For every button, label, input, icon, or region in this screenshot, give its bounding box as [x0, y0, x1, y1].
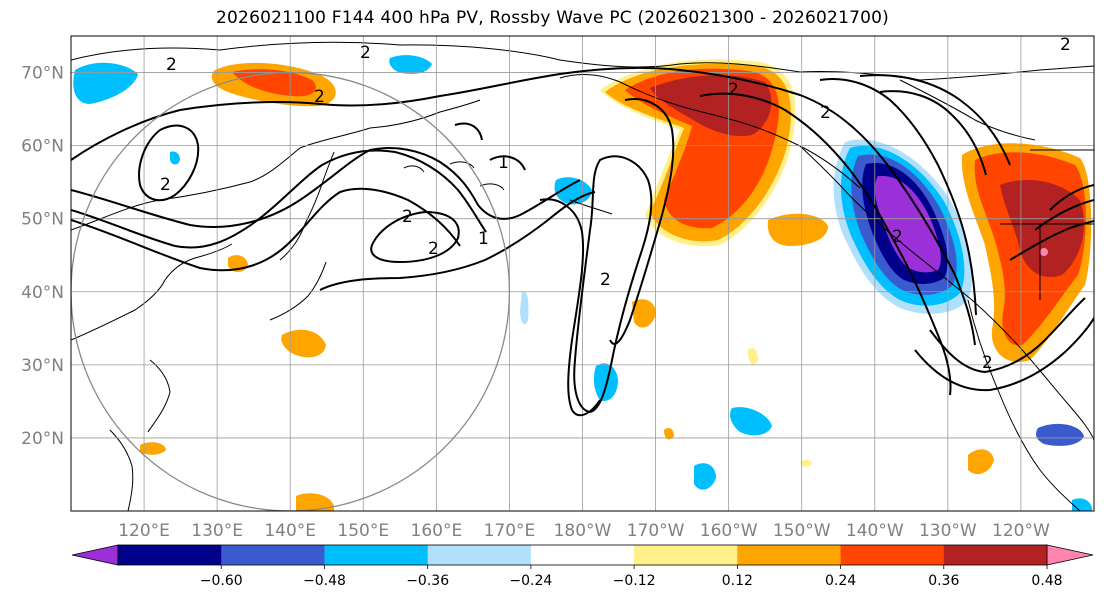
colorbar-segment: [221, 545, 325, 565]
colorbar-tick-label: 0.48: [1031, 573, 1062, 589]
colorbar-outline: [117, 544, 1048, 566]
positive-anomaly-central-pacific: [632, 299, 656, 328]
colorbar-segment: [427, 545, 532, 565]
latitude-tick-label: 20°N: [21, 429, 64, 449]
longitude-tick-label: 140°W: [846, 521, 904, 541]
colorbar-tick-label: −0.60: [200, 573, 243, 589]
longitude-tick-label: 150°E: [337, 521, 389, 541]
negative-anomaly-hawaii: [730, 407, 772, 436]
latitude-tick-label: 50°N: [21, 210, 64, 230]
colorbar-segment: [634, 545, 738, 565]
latitude-tick-label: 70°N: [21, 64, 64, 84]
colorbar-segment: [943, 545, 1048, 565]
longitude-tick-label: 130°W: [919, 521, 977, 541]
contour-label: 2: [314, 87, 325, 107]
contour-label: 1: [498, 153, 509, 173]
negative-anomaly-arctic-east: [389, 55, 432, 74]
longitude-tick-label: 120°W: [992, 521, 1050, 541]
negative-anomaly-south1: [694, 463, 716, 490]
positive-anomaly-bering-max: [650, 75, 772, 137]
negative-anomaly-gulf-alaska-min: [875, 175, 941, 273]
colorbar-segment: [737, 545, 842, 565]
positive-anomaly-westcoast-peak: [1040, 248, 1048, 256]
longitude-labels: 120°E 130°E 140°E 150°E 160°E 170°E 180°W 170°W…: [118, 521, 1050, 541]
longitude-tick-label: 140°E: [264, 521, 316, 541]
colorbar-tick-label: 0.12: [722, 573, 753, 589]
longitude-tick-label: 150°W: [773, 521, 831, 541]
contour-label: 2: [1060, 35, 1071, 55]
positive-anomaly-japan: [281, 329, 326, 358]
contour-label: 2: [360, 43, 371, 63]
colorbar-segment: [530, 545, 635, 565]
contour-label: 2: [166, 55, 177, 75]
contour-label: 1: [478, 229, 489, 249]
contour-label: 2: [892, 227, 903, 247]
colorbar-tick-label: 0.24: [825, 573, 856, 589]
longitude-tick-label: 170°W: [627, 521, 685, 541]
contour-label: 2: [820, 103, 831, 123]
contour-label: 2: [160, 175, 171, 195]
colorbar-tick-label: −0.36: [406, 573, 449, 589]
negative-anomaly-small1: [170, 151, 180, 165]
longitude-tick-label: 120°E: [118, 521, 170, 541]
positive-anomaly-small2: [748, 348, 758, 365]
colorbar-segment: [840, 545, 945, 565]
contour-label: 2: [728, 80, 739, 100]
negative-anomaly-south2: [1036, 423, 1084, 446]
pv-contours: [71, 66, 1094, 417]
colorbar-segment: [324, 545, 429, 565]
colorbar-tick-label: −0.48: [303, 573, 346, 589]
positive-anomaly-philippines: [296, 493, 334, 511]
longitude-tick-label: 170°E: [484, 521, 536, 541]
longitude-tick-label: 160°W: [700, 521, 758, 541]
colorbar-tick-label: −0.24: [509, 573, 552, 589]
colorbar-extend-max: [1046, 544, 1094, 566]
latitude-tick-label: 30°N: [21, 356, 64, 376]
positive-anomaly-mexico: [968, 449, 994, 475]
longitude-tick-label: 160°E: [411, 521, 463, 541]
colorbar-segment: [118, 545, 222, 565]
contour-label: 2: [600, 270, 611, 290]
latitude-tick-label: 40°N: [21, 283, 64, 303]
pv-anomaly-shading: [73, 55, 1092, 511]
longitude-tick-label: 180°W: [554, 521, 612, 541]
positive-anomaly-taiwan: [140, 442, 166, 455]
positive-anomaly-small3: [800, 459, 812, 467]
negative-anomaly-arctic-west: [73, 62, 138, 104]
latitude-labels: 20°N 30°N 40°N 50°N 60°N 70°N: [21, 64, 64, 449]
negative-anomaly-small2: [520, 291, 529, 325]
contour-label: 2: [982, 353, 993, 373]
positive-anomaly-gulf: [767, 213, 828, 246]
map-frame: [70, 35, 1095, 512]
latitude-tick-label: 60°N: [21, 137, 64, 157]
longitude-tick-label: 130°E: [191, 521, 243, 541]
colorbar: −0.60 −0.48 −0.36 −0.24 −0.12 0.12 0.24 0.36 0.4…: [71, 544, 1094, 589]
contour-labels: 2 2 2 2 2 2 1 1 2 2 2 2 2 2: [160, 35, 1071, 373]
chart-title: 2026021100 F144 400 hPa PV, Rossby Wave …: [216, 8, 889, 28]
colorbar-tick-label: 0.36: [928, 573, 959, 589]
contour-label: 2: [428, 239, 439, 259]
colorbar-extend-min: [71, 544, 119, 566]
positive-anomaly-small1: [664, 428, 674, 440]
colorbar-tick-label: −0.12: [613, 573, 656, 589]
contour-label: 2: [402, 207, 413, 227]
